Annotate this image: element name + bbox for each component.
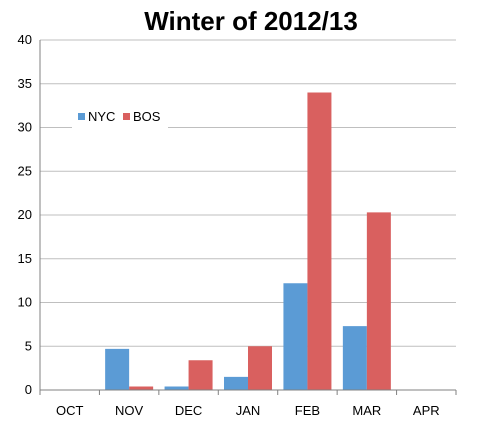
bar-bos-feb — [307, 92, 332, 390]
bar-bos-mar — [366, 212, 391, 390]
bar-nyc-mar — [342, 326, 367, 390]
chart-title: Winter of 2012/13 — [144, 6, 358, 36]
y-tick-label: 25 — [18, 163, 32, 178]
x-tick-label: NOV — [115, 403, 144, 418]
axes: 0 5 10 15 20 25 30 35 40 OCT NOV DEC JAN FEB MAR APR — [18, 32, 457, 418]
x-tick-label: MAR — [352, 403, 381, 418]
bar-bos-dec — [188, 360, 213, 390]
gridlines — [40, 39, 456, 391]
y-tick-label: 40 — [18, 32, 32, 47]
bar-nyc-dec — [164, 386, 189, 390]
bar-nyc-nov — [105, 348, 130, 390]
bars — [105, 92, 391, 390]
bar-nyc-feb — [283, 283, 308, 390]
x-tick-label: JAN — [236, 403, 261, 418]
y-tick-label: 10 — [18, 295, 32, 310]
y-tick-label: 35 — [18, 76, 32, 91]
legend-label-bos: BOS — [133, 109, 161, 124]
legend-label-nyc: NYC — [88, 109, 115, 124]
x-tick-label: DEC — [175, 403, 202, 418]
legend-swatch-nyc — [78, 113, 85, 120]
y-tick-label: 5 — [25, 338, 32, 353]
bar-nyc-jan — [224, 376, 248, 390]
legend: NYC BOS — [72, 106, 168, 128]
bar-bos-jan — [248, 346, 272, 390]
y-tick-label: 15 — [18, 251, 32, 266]
x-tick-label: FEB — [295, 403, 320, 418]
legend-swatch-bos — [123, 113, 130, 120]
y-tick-label: 20 — [18, 207, 32, 222]
x-tick-label: OCT — [56, 403, 84, 418]
bar-bos-nov — [129, 386, 154, 390]
y-tick-label: 0 — [25, 382, 32, 397]
legend-background — [72, 106, 168, 128]
y-tick-label: 30 — [18, 120, 32, 135]
x-tick-label: APR — [413, 403, 440, 418]
